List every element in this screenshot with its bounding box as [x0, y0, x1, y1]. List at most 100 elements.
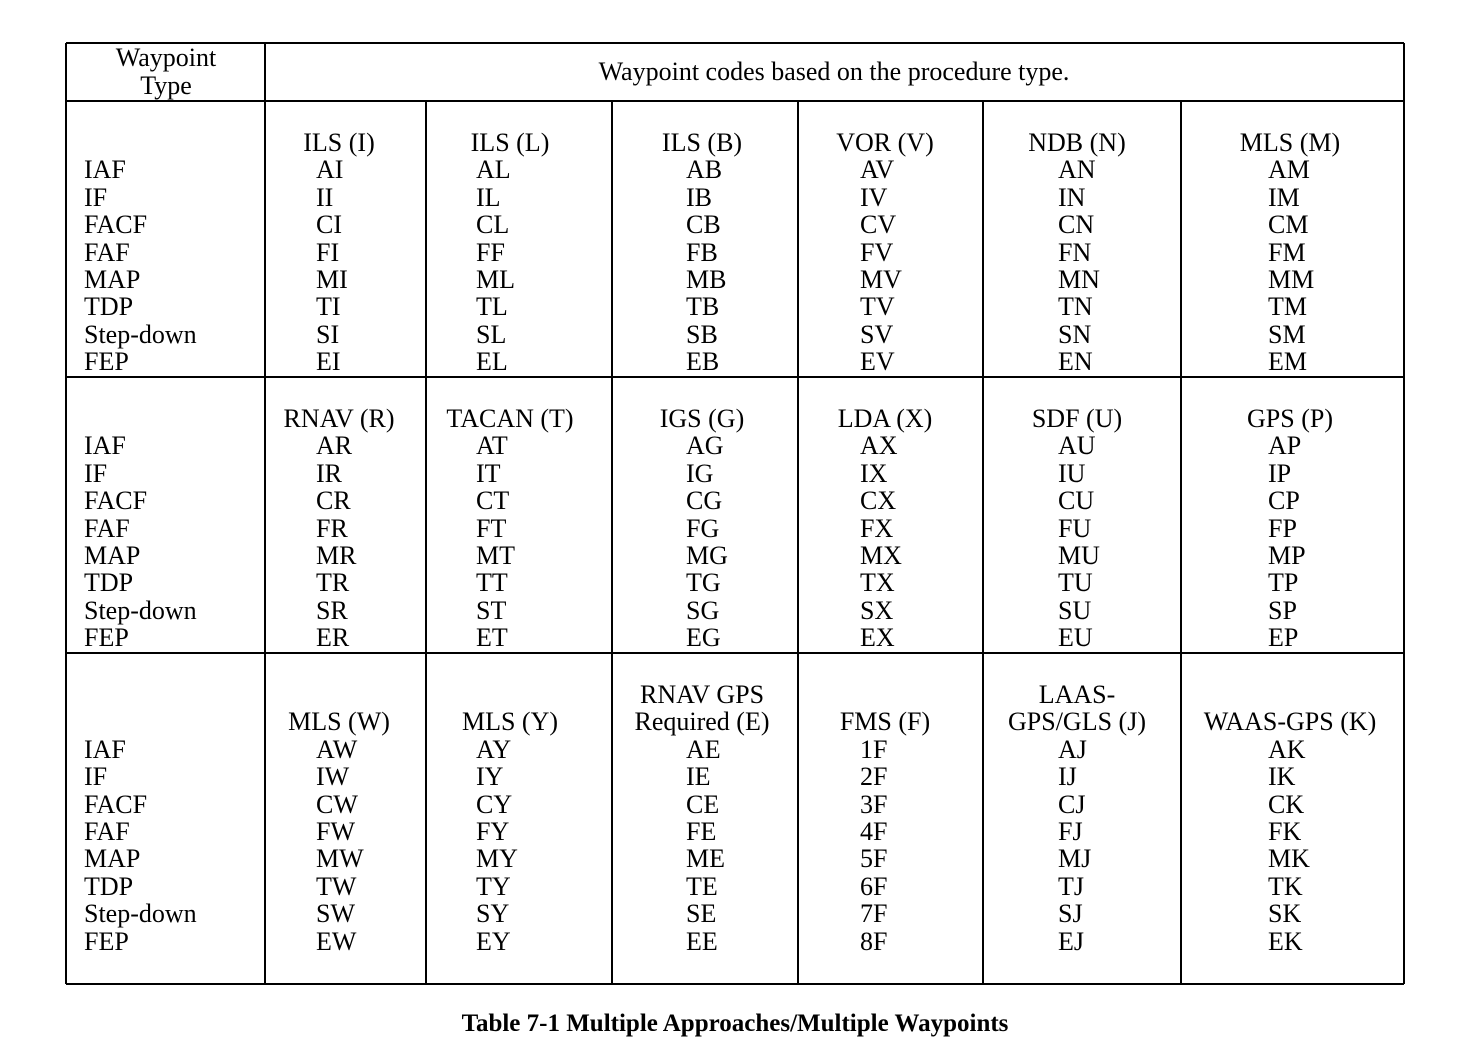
- waypoint-code: AW: [316, 734, 358, 764]
- waypoint-code: 6F: [860, 871, 888, 901]
- waypoint-code: CJ: [1058, 789, 1086, 819]
- waypoint-code: EG: [686, 623, 721, 653]
- waypoint-code: FI: [316, 237, 340, 267]
- waypoint-code: SK: [1268, 899, 1302, 929]
- waypoint-code: IP: [1268, 458, 1292, 488]
- column-border: [65, 43, 67, 984]
- waypoint-code: EE: [686, 926, 718, 956]
- procedure-type-header: IGS (G): [659, 404, 745, 433]
- procedure-type-header: TACAN (T): [446, 404, 574, 433]
- procedure-type-header: SDF (U): [1031, 404, 1123, 433]
- waypoint-code: AT: [476, 431, 508, 461]
- waypoint-code: TJ: [1058, 871, 1084, 901]
- waypoint-code: EV: [860, 347, 895, 377]
- waypoint-code: IE: [686, 762, 711, 792]
- waypoint-code: AP: [1268, 431, 1302, 461]
- waypoint-type-label: FACF: [84, 210, 148, 240]
- waypoint-code: SG: [686, 595, 720, 625]
- procedure-type-header: GPS (P): [1247, 404, 1333, 433]
- row-border: [66, 376, 1404, 378]
- row-border: [66, 100, 1404, 102]
- waypoint-code: IJ: [1058, 762, 1077, 792]
- procedure-type-header: LDA (X): [837, 404, 933, 433]
- waypoint-code: FG: [686, 513, 720, 543]
- waypoint-code: TW: [316, 871, 357, 901]
- waypoint-code: IB: [686, 182, 712, 212]
- waypoint-code: FT: [476, 513, 507, 543]
- waypoint-code: TM: [1268, 292, 1307, 322]
- waypoint-code: EL: [476, 347, 508, 377]
- waypoint-code: SV: [860, 319, 894, 349]
- waypoint-code: EB: [686, 347, 720, 377]
- column-border: [1403, 43, 1405, 984]
- waypoint-code: ST: [476, 595, 507, 625]
- procedure-type-header: LAAS-: [1038, 680, 1116, 709]
- waypoint-code: 1F: [860, 734, 888, 764]
- waypoint-code: MU: [1058, 541, 1100, 570]
- column-border: [611, 101, 613, 984]
- procedure-type-header: ILS (L): [470, 128, 550, 157]
- waypoint-code: IT: [476, 458, 501, 488]
- waypoint-code: CX: [860, 486, 897, 516]
- waypoint-code: EM: [1268, 347, 1307, 377]
- waypoint-code: TV: [860, 292, 895, 322]
- waypoint-type-label: IF: [84, 458, 108, 488]
- waypoint-code: ET: [476, 623, 508, 653]
- waypoint-code: IY: [476, 762, 504, 792]
- waypoint-code: FJ: [1058, 817, 1083, 846]
- waypoint-code: FK: [1268, 817, 1302, 846]
- waypoint-code: CE: [686, 789, 720, 819]
- procedure-type-header: ILS (I): [303, 128, 375, 157]
- waypoint-code: MG: [686, 541, 728, 570]
- waypoint-code: CV: [860, 210, 897, 240]
- waypoint-code: IM: [1268, 182, 1300, 212]
- waypoint-code: SP: [1268, 595, 1297, 625]
- waypoint-code: SM: [1268, 319, 1306, 349]
- waypoint-code: IL: [476, 182, 501, 212]
- waypoint-code: AK: [1268, 734, 1306, 764]
- waypoint-code: AG: [686, 431, 724, 461]
- waypoint-code: MR: [316, 541, 357, 570]
- waypoint-type-label: FACF: [84, 486, 148, 516]
- waypoint-type-label: Step-down: [84, 899, 197, 929]
- waypoint-code: AM: [1268, 155, 1310, 185]
- waypoint-type-label: MAP: [84, 844, 141, 874]
- waypoint-code: SN: [1058, 319, 1092, 349]
- waypoint-code: TP: [1268, 568, 1299, 598]
- waypoint-type-label: IAF: [84, 431, 126, 461]
- waypoint-code: IR: [316, 458, 342, 488]
- waypoint-code: EN: [1058, 347, 1093, 377]
- procedure-type-header: Required (E): [634, 707, 770, 737]
- waypoint-code: SW: [316, 899, 355, 929]
- procedure-type-header: MLS (Y): [461, 707, 559, 737]
- waypoint-code: MX: [860, 541, 902, 570]
- waypoint-code: IW: [316, 762, 350, 792]
- waypoint-code: MK: [1268, 844, 1310, 874]
- waypoint-code: CN: [1058, 210, 1095, 240]
- waypoint-code: IU: [1058, 458, 1086, 488]
- waypoint-code: TK: [1268, 871, 1303, 901]
- waypoint-code: EI: [316, 347, 341, 377]
- waypoint-code: MY: [476, 844, 518, 874]
- waypoint-code: ME: [686, 844, 725, 874]
- waypoint-code: MN: [1058, 265, 1100, 294]
- waypoint-code: CB: [686, 210, 721, 240]
- waypoint-code: IX: [860, 458, 888, 488]
- waypoint-code: EX: [860, 623, 895, 653]
- procedure-type-header: VOR (V): [836, 128, 934, 157]
- waypoint-code: TE: [686, 871, 718, 901]
- waypoint-code: TR: [316, 568, 350, 598]
- waypoint-type-label: TDP: [84, 292, 134, 322]
- waypoint-code: MW: [316, 844, 364, 874]
- waypoint-code: FV: [860, 237, 894, 267]
- column-border: [797, 101, 799, 984]
- waypoint-code: TX: [860, 568, 895, 598]
- waypoint-code: FY: [476, 817, 510, 846]
- waypoint-code: TN: [1058, 292, 1093, 322]
- waypoint-code: CY: [476, 789, 513, 819]
- waypoint-code: 7F: [860, 899, 888, 929]
- waypoint-code: AX: [860, 431, 898, 461]
- waypoint-type-label: IAF: [84, 155, 126, 185]
- waypoint-code: II: [316, 182, 334, 212]
- waypoint-code: AL: [476, 155, 511, 185]
